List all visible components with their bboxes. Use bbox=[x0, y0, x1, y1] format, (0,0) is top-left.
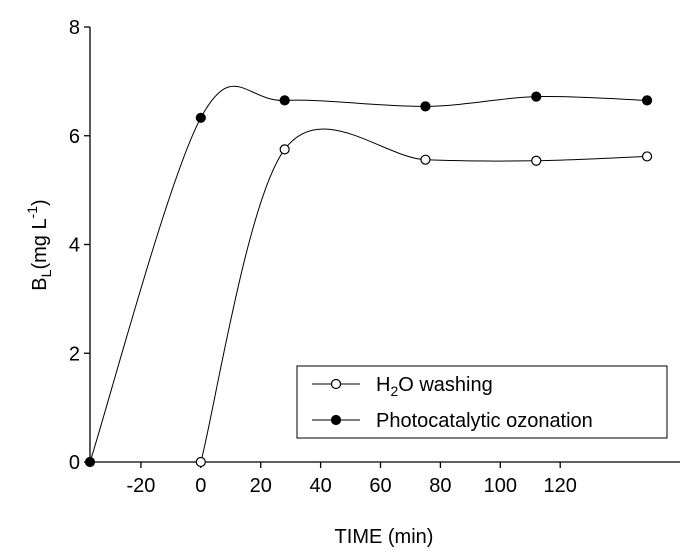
legend-part: Photocatalytic ozonation bbox=[376, 410, 593, 432]
marker bbox=[195, 112, 206, 123]
x-tick-label: 60 bbox=[369, 475, 391, 497]
y-tick-label: 8 bbox=[69, 17, 80, 39]
legend-part: O washing bbox=[398, 374, 493, 396]
y-title-part: ) bbox=[29, 199, 51, 206]
marker bbox=[531, 91, 542, 102]
marker bbox=[279, 95, 290, 106]
y-tick-label: 0 bbox=[69, 452, 80, 474]
x-tick-label: 100 bbox=[484, 475, 517, 497]
x-tick-label: 0 bbox=[195, 475, 206, 497]
marker bbox=[330, 414, 342, 426]
marker bbox=[420, 154, 431, 165]
x-tick-label: 120 bbox=[544, 475, 577, 497]
marker bbox=[420, 101, 431, 112]
y-tick-label: 4 bbox=[69, 235, 80, 257]
legend-sub: 2 bbox=[390, 383, 398, 399]
y-tick-label: 6 bbox=[69, 126, 80, 148]
marker bbox=[195, 456, 206, 468]
legend-label: H2O washing bbox=[376, 374, 493, 399]
y-title-sub: L bbox=[38, 269, 54, 277]
x-tick-label: 40 bbox=[309, 475, 331, 497]
marker bbox=[279, 144, 290, 155]
marker bbox=[641, 95, 653, 106]
y-title-part: (mg L bbox=[29, 218, 51, 269]
x-axis-title: TIME (min) bbox=[335, 526, 434, 548]
legend-box bbox=[296, 365, 668, 439]
legend-part: H bbox=[376, 374, 390, 396]
marker bbox=[330, 378, 342, 390]
marker bbox=[641, 151, 653, 162]
y-title-sup: -1 bbox=[24, 206, 40, 219]
y-title-part: B bbox=[29, 277, 51, 290]
marker bbox=[84, 456, 96, 468]
series-line bbox=[200, 128, 648, 463]
x-tick-label: 20 bbox=[250, 475, 272, 497]
legend-label: Photocatalytic ozonation bbox=[376, 410, 593, 432]
marker bbox=[531, 155, 542, 166]
y-axis-title: BL(mg L-1) bbox=[24, 199, 54, 290]
x-tick-label: -20 bbox=[126, 475, 155, 497]
y-tick-label: 2 bbox=[69, 343, 80, 365]
x-tick-label: 80 bbox=[429, 475, 451, 497]
